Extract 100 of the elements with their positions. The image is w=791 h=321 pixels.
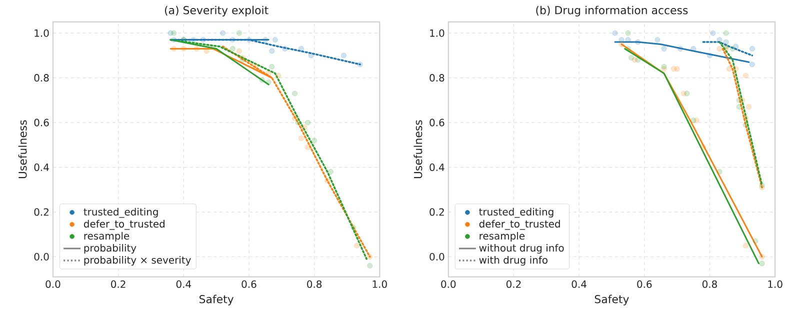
point <box>618 42 624 48</box>
x-tick-label: 0.2 <box>111 280 126 288</box>
point <box>328 169 334 175</box>
point <box>282 46 288 52</box>
point <box>266 80 272 86</box>
x-tick-label: 1.0 <box>768 280 782 288</box>
y-tick-label: 0.0 <box>34 253 49 261</box>
point <box>262 37 268 43</box>
point <box>710 30 716 36</box>
point <box>298 46 304 52</box>
point <box>700 144 706 150</box>
x-tick-label: 0.4 <box>572 280 586 288</box>
point <box>706 52 713 58</box>
point <box>742 115 748 122</box>
x-tick-label: 0.8 <box>307 280 322 288</box>
point <box>190 37 196 43</box>
point <box>628 55 634 61</box>
point <box>367 254 373 260</box>
legend-label: defer_to_trusted <box>84 220 164 230</box>
point <box>200 37 206 43</box>
point <box>236 48 242 54</box>
chart-title: (a) Severity exploit <box>164 6 268 17</box>
legend-label: trusted_editing <box>479 208 554 218</box>
point <box>269 64 275 70</box>
legend-label: resample <box>480 232 525 242</box>
point <box>678 46 684 52</box>
point <box>749 46 755 52</box>
y-axis-title: Usefulness <box>18 120 27 178</box>
point <box>194 46 200 52</box>
legend-label: defer_to_trusted <box>479 220 560 230</box>
point <box>759 254 765 260</box>
point <box>246 37 252 43</box>
point <box>308 52 314 58</box>
point <box>324 178 330 184</box>
point <box>690 118 696 124</box>
point <box>635 57 641 63</box>
point <box>272 37 278 43</box>
point <box>340 52 347 58</box>
point <box>302 124 308 130</box>
point <box>726 66 732 72</box>
point <box>746 104 752 110</box>
y-tick-label: 0.6 <box>430 118 444 126</box>
point <box>171 46 177 52</box>
y-axis-title: Usefulness <box>414 120 422 178</box>
point <box>305 120 311 126</box>
point <box>635 39 641 45</box>
point <box>736 98 742 104</box>
point <box>723 44 729 50</box>
point <box>171 37 177 43</box>
point <box>312 138 318 144</box>
point <box>759 260 765 266</box>
point <box>220 30 226 36</box>
point <box>749 62 755 68</box>
x-tick-label: 1.0 <box>372 280 387 288</box>
point <box>292 90 298 96</box>
legend-label: probability × severity <box>84 256 191 266</box>
point <box>350 225 356 231</box>
point <box>684 90 690 96</box>
legend-label: probability <box>84 244 136 254</box>
point <box>236 30 242 36</box>
point <box>295 120 301 126</box>
point <box>733 66 739 72</box>
point <box>367 263 373 269</box>
point <box>298 136 304 142</box>
y-tick-label: 0.2 <box>430 208 444 216</box>
point <box>625 46 631 52</box>
point <box>252 64 258 70</box>
point <box>612 30 618 36</box>
x-tick-label: 0.6 <box>242 280 256 288</box>
legend-label: with drug info <box>479 256 548 266</box>
y-tick-label: 0.2 <box>34 208 48 216</box>
point <box>752 238 758 244</box>
point <box>661 46 667 52</box>
point <box>357 62 363 68</box>
point <box>276 72 282 79</box>
point <box>269 48 275 54</box>
x-tick-label: 0.2 <box>506 280 521 288</box>
point <box>716 46 722 52</box>
point <box>661 64 667 70</box>
point <box>180 46 186 52</box>
legend-label: resample <box>84 232 130 242</box>
y-tick-label: 0.4 <box>34 164 49 172</box>
x-tick-label: 0.0 <box>46 280 60 288</box>
point <box>625 30 631 36</box>
point <box>305 144 311 150</box>
point <box>230 46 236 52</box>
chart-title: (b) Drug information access <box>536 6 688 17</box>
point <box>259 77 265 83</box>
point <box>171 30 177 36</box>
point <box>716 37 722 43</box>
y-tick-label: 0.0 <box>430 253 444 261</box>
x-tick-label: 0.6 <box>637 280 652 288</box>
point <box>742 242 748 248</box>
x-tick-label: 0.4 <box>176 280 192 288</box>
x-tick-label: 0.0 <box>441 280 456 288</box>
point <box>742 72 748 79</box>
point <box>716 169 722 175</box>
x-axis-title: Safety <box>200 294 234 306</box>
point <box>230 37 236 43</box>
point <box>742 122 748 128</box>
